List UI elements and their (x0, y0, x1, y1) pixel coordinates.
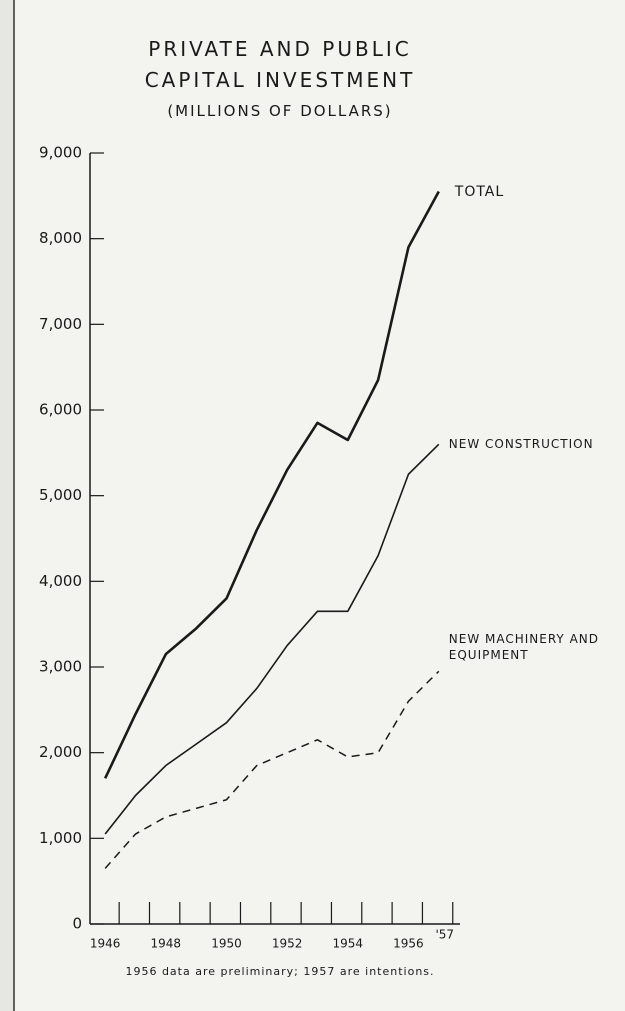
y-tick-label: 7,000 (39, 315, 82, 333)
chart-note: 1956 data are preliminary; 1957 are inte… (125, 965, 435, 978)
chart-title: PRIVATE AND PUBLIC CAPITAL INVESTMENT (144, 37, 416, 92)
x-tick-label: 1950 (211, 937, 242, 951)
series-line (103, 190, 440, 779)
x-tick-label: 1946 (90, 937, 121, 951)
y-tick-label: 4,000 (39, 572, 82, 590)
x-tick-label: 1952 (272, 937, 303, 951)
y-tick-label: 2,000 (39, 743, 82, 761)
series-label: TOTAL (454, 183, 505, 200)
series-label: NEW CONSTRUCTION (448, 437, 594, 452)
y-tick-label: 1,000 (39, 829, 82, 847)
y-tick-label: 0 (72, 915, 82, 933)
x-tick-label: 1954 (333, 937, 364, 951)
y-tick-label: 6,000 (39, 401, 82, 419)
x-tick-label: 1948 (151, 937, 182, 951)
y-tick-label: 8,000 (39, 229, 82, 247)
series-line (104, 670, 440, 869)
series-label: NEW MACHINERY AND EQUIPMENT (448, 632, 599, 663)
y-tick-label: 3,000 (39, 658, 82, 676)
x-tick-label: '57 (435, 928, 454, 942)
y-tick-label: 5,000 (39, 486, 82, 504)
page-edge (0, 0, 14, 1011)
chart-subtitle: (MILLIONS OF DOLLARS) (167, 102, 393, 120)
x-tick-label: 1956 (393, 937, 424, 951)
y-tick-label: 9,000 (39, 144, 82, 162)
series-line (104, 443, 440, 835)
